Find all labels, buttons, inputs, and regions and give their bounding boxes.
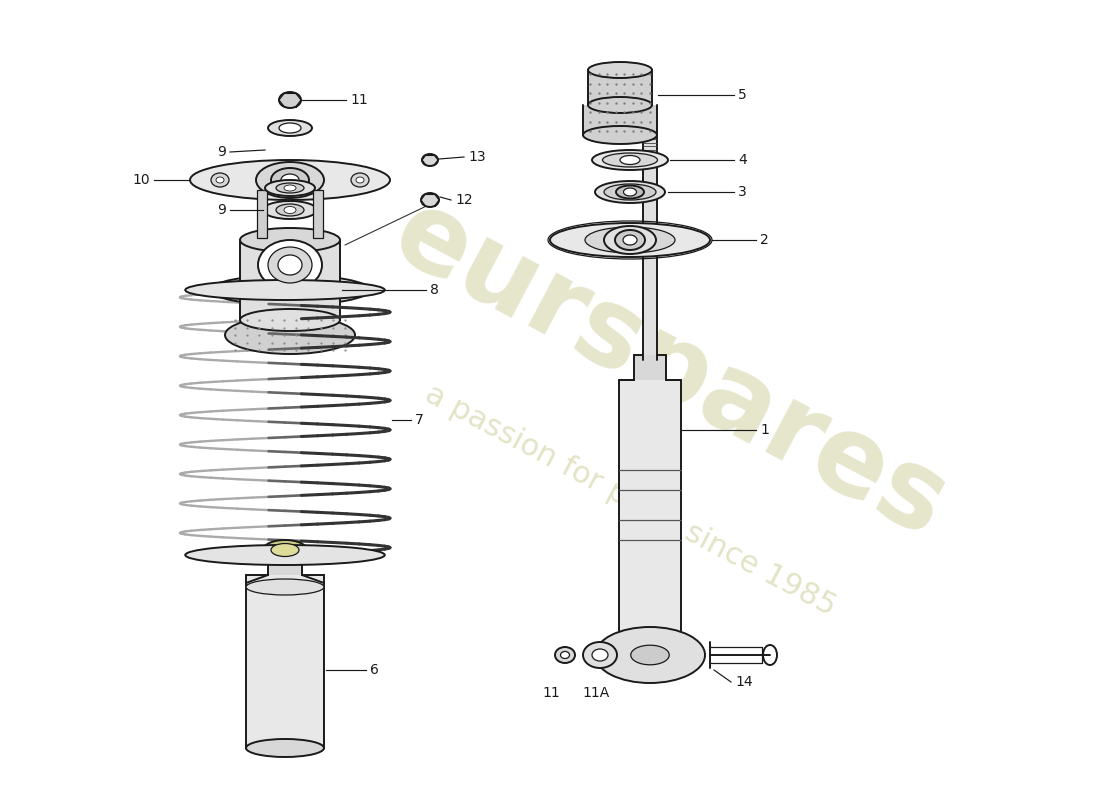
Ellipse shape — [271, 168, 309, 192]
Ellipse shape — [240, 228, 340, 252]
Text: 9: 9 — [217, 145, 226, 159]
Ellipse shape — [263, 540, 307, 560]
Ellipse shape — [623, 235, 637, 245]
Bar — [588, 70, 652, 105]
Ellipse shape — [268, 247, 312, 283]
Ellipse shape — [556, 647, 575, 663]
Ellipse shape — [592, 649, 608, 661]
Ellipse shape — [583, 642, 617, 668]
Text: 10: 10 — [132, 173, 150, 187]
Ellipse shape — [592, 150, 668, 170]
Ellipse shape — [624, 188, 637, 196]
Ellipse shape — [588, 62, 652, 78]
Ellipse shape — [258, 240, 322, 290]
Ellipse shape — [421, 193, 439, 207]
Text: a passion for parts since 1985: a passion for parts since 1985 — [419, 379, 840, 621]
Ellipse shape — [422, 154, 438, 166]
Text: 1: 1 — [760, 423, 769, 437]
Ellipse shape — [588, 97, 652, 113]
Text: 11: 11 — [542, 686, 560, 700]
Ellipse shape — [268, 120, 312, 136]
Text: 9: 9 — [217, 203, 226, 217]
Ellipse shape — [620, 155, 640, 165]
Ellipse shape — [583, 126, 657, 144]
Text: 5: 5 — [738, 88, 747, 102]
Ellipse shape — [595, 181, 666, 203]
Ellipse shape — [263, 201, 317, 219]
Ellipse shape — [279, 123, 301, 133]
Bar — [634, 355, 665, 380]
Ellipse shape — [356, 177, 364, 183]
Ellipse shape — [185, 545, 385, 565]
Ellipse shape — [284, 185, 296, 191]
Ellipse shape — [278, 255, 303, 275]
Ellipse shape — [561, 651, 570, 658]
Ellipse shape — [630, 645, 669, 665]
Bar — [644, 120, 657, 360]
Bar — [246, 575, 324, 748]
Ellipse shape — [585, 227, 675, 253]
Ellipse shape — [280, 174, 299, 186]
Ellipse shape — [276, 183, 304, 193]
Ellipse shape — [276, 204, 304, 216]
Ellipse shape — [246, 739, 324, 757]
Ellipse shape — [595, 627, 705, 683]
Text: 13: 13 — [468, 150, 485, 164]
Ellipse shape — [185, 280, 385, 300]
Text: 6: 6 — [370, 663, 378, 677]
Text: 11A: 11A — [582, 686, 609, 700]
Ellipse shape — [210, 275, 370, 305]
Text: 11: 11 — [350, 93, 367, 107]
Text: 2: 2 — [760, 233, 769, 247]
Text: eurspares: eurspares — [375, 180, 965, 560]
Ellipse shape — [256, 162, 324, 198]
Ellipse shape — [615, 230, 645, 250]
Ellipse shape — [616, 186, 644, 198]
Bar — [619, 380, 681, 645]
Bar — [240, 240, 340, 320]
Ellipse shape — [351, 173, 369, 187]
Text: 14: 14 — [735, 675, 752, 689]
Bar — [268, 550, 302, 575]
Ellipse shape — [265, 180, 315, 196]
Ellipse shape — [604, 226, 656, 254]
Ellipse shape — [246, 579, 324, 595]
Bar — [257, 190, 267, 238]
Ellipse shape — [279, 92, 301, 108]
Text: 7: 7 — [415, 413, 424, 427]
Ellipse shape — [271, 543, 299, 557]
Text: 12: 12 — [455, 193, 473, 207]
Ellipse shape — [284, 206, 296, 214]
Ellipse shape — [226, 316, 355, 354]
Ellipse shape — [240, 309, 340, 331]
Text: 4: 4 — [738, 153, 747, 167]
Bar — [583, 105, 657, 135]
Text: 3: 3 — [738, 185, 747, 199]
Ellipse shape — [190, 160, 390, 200]
Ellipse shape — [550, 223, 710, 257]
Text: 8: 8 — [430, 283, 439, 297]
Ellipse shape — [603, 153, 658, 167]
Ellipse shape — [216, 177, 224, 183]
Bar — [314, 190, 323, 238]
Ellipse shape — [604, 184, 656, 200]
Ellipse shape — [211, 173, 229, 187]
